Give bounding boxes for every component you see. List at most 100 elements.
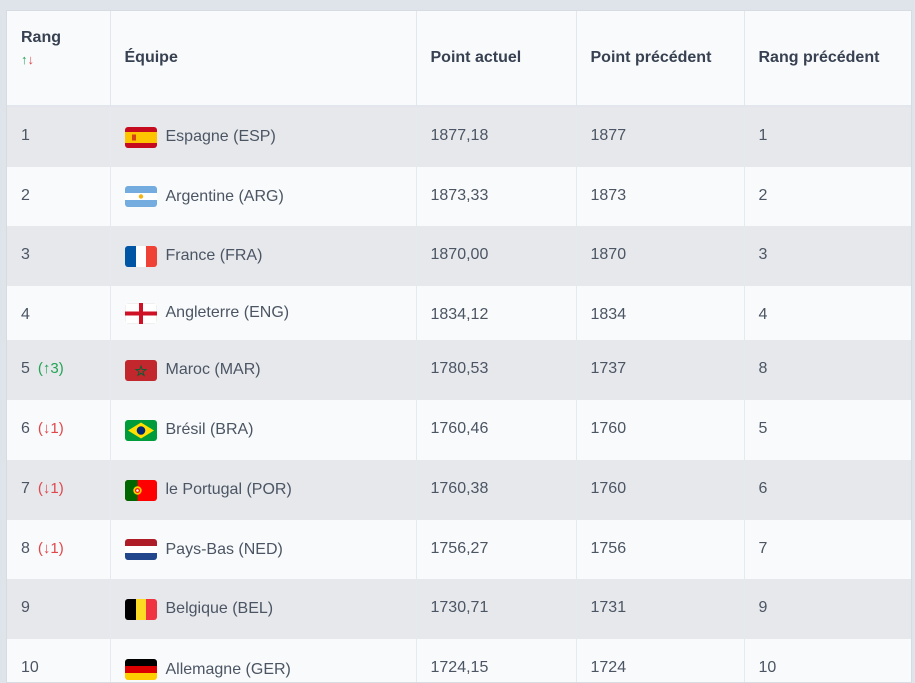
previous-rank-cell: 8 [744,340,911,400]
team-name: Maroc (MAR) [165,361,261,378]
table-row: 6 (↓1) Brésil (BRA) 1760,46 1760 5 [7,400,911,460]
previous-points-cell: 1737 [576,340,745,400]
sort-toggle[interactable]: ↑↓ [21,52,96,67]
table-row: 5 (↑3) Maroc (MAR) 1780,53 1737 8 [7,340,911,400]
rank-change: (↓1) [37,480,64,497]
rank-change: (↑3) [37,360,64,377]
table-row: 2 Argentine (ARG) 1873,33 1873 2 [7,167,911,226]
column-header-equipe: Équipe [110,11,417,107]
rank-value: 6 [21,420,30,437]
current-points-cell: 1870,00 [416,226,577,286]
team-cell: Allemagne (GER) [110,639,417,682]
rank-value: 5 [21,360,30,377]
rank-value: 1 [21,127,30,144]
column-header-point-actuel: Point actuel [416,11,577,107]
table-row: 9 Belgique (BEL) 1730,71 1731 9 [7,579,911,639]
team-cell: Angleterre (ENG) [110,286,417,340]
team-name: Argentine (ARG) [165,187,284,205]
team-cell: France (FRA) [110,226,417,286]
previous-points-cell: 1870 [576,226,745,286]
rank-cell: 10 [7,639,111,682]
sort-down-arrow-icon[interactable]: ↓ [27,52,35,67]
current-points-cell: 1873,33 [416,167,577,226]
team-cell: le Portugal (POR) [110,460,417,520]
previous-rank-cell: 7 [744,520,911,579]
team-name: le Portugal (POR) [165,481,292,498]
table-header-row: Rang ↑↓ Équipe Point actuel Point précéd… [7,11,911,107]
previous-rank-cell: 10 [744,639,911,682]
team-name: Espagne (ESP) [165,128,276,145]
current-points-cell: 1724,15 [416,639,577,682]
france-flag-icon [124,245,166,267]
table-row: 4 Angleterre (ENG) 1834,12 1834 4 [7,286,911,340]
current-points-cell: 1730,71 [416,579,577,639]
previous-rank-cell: 1 [744,106,911,167]
ranking-table-container: Rang ↑↓ Équipe Point actuel Point précéd… [6,10,912,683]
germany-flag-icon [124,659,166,680]
column-header-rang[interactable]: Rang ↑↓ [7,11,111,107]
team-name: Angleterre (ENG) [165,304,290,321]
team-name: France (FRA) [165,247,263,264]
rank-value: 2 [21,187,30,204]
team-name: Belgique (BEL) [165,600,274,617]
column-header-point-precedent: Point précédent [576,11,745,107]
team-cell: Brésil (BRA) [110,400,417,460]
current-points-cell: 1760,46 [416,400,577,460]
previous-points-cell: 1760 [576,460,745,520]
team-name: Brésil (BRA) [165,421,254,438]
previous-points-cell: 1873 [576,167,745,226]
rank-value: 9 [21,599,30,616]
current-points-cell: 1877,18 [416,106,577,167]
rank-value: 7 [21,480,30,497]
column-header-rang-precedent: Rang précédent [744,11,911,107]
team-name: Allemagne (GER) [165,660,291,678]
sort-up-arrow-icon[interactable]: ↑ [21,52,28,67]
previous-points-cell: 1731 [576,579,745,639]
previous-rank-cell: 9 [744,579,911,639]
previous-points-cell: 1834 [576,286,745,340]
previous-rank-cell: 3 [744,226,911,286]
portugal-flag-icon [124,479,166,501]
team-cell: Belgique (BEL) [110,579,417,639]
previous-points-cell: 1756 [576,520,745,579]
previous-rank-cell: 4 [744,286,911,340]
rank-cell: 6 (↓1) [7,400,111,460]
argentina-flag-icon [124,186,166,207]
table-row: 8 (↓1) Pays-Bas (NED) 1756,27 1756 7 [7,520,911,579]
brazil-flag-icon [124,419,166,441]
rank-cell: 9 [7,579,111,639]
morocco-flag-icon [124,359,166,381]
rank-cell: 8 (↓1) [7,520,111,579]
current-points-cell: 1760,38 [416,460,577,520]
rank-value: 4 [21,306,30,323]
team-cell: Argentine (ARG) [110,167,417,226]
rank-value: 10 [21,659,39,676]
rank-cell: 7 (↓1) [7,460,111,520]
team-cell: Maroc (MAR) [110,340,417,400]
spain-flag-icon [124,126,166,148]
rank-value: 8 [21,540,30,557]
team-name: Pays-Bas (NED) [165,540,283,558]
rank-change: (↓1) [37,540,64,557]
table-row: 3 France (FRA) 1870,00 1870 3 [7,226,911,286]
rank-cell: 5 (↑3) [7,340,111,400]
rank-change: (↓1) [37,420,64,437]
rank-cell: 1 [7,106,111,167]
previous-rank-cell: 5 [744,400,911,460]
rank-value: 3 [21,246,30,263]
rank-cell: 3 [7,226,111,286]
current-points-cell: 1780,53 [416,340,577,400]
england-flag-icon [124,302,166,324]
previous-points-cell: 1877 [576,106,745,167]
table-row: 10 Allemagne (GER) 1724,15 1724 10 [7,639,911,682]
previous-rank-cell: 6 [744,460,911,520]
team-cell: Espagne (ESP) [110,106,417,167]
team-cell: Pays-Bas (NED) [110,520,417,579]
belgium-flag-icon [124,598,166,620]
current-points-cell: 1756,27 [416,520,577,579]
table-row: 7 (↓1) le Portugal (POR) 1760,38 1760 6 [7,460,911,520]
ranking-table: Rang ↑↓ Équipe Point actuel Point précéd… [7,11,911,682]
previous-rank-cell: 2 [744,167,911,226]
previous-points-cell: 1724 [576,639,745,682]
rank-cell: 2 [7,167,111,226]
